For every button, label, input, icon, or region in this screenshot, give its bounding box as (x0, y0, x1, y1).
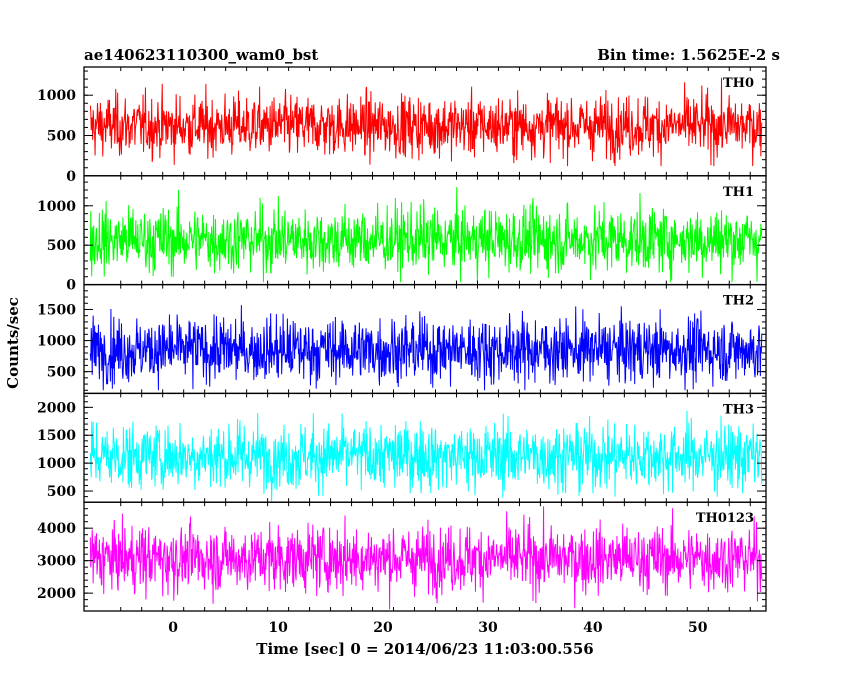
y-tick-label: 1000 (37, 334, 76, 350)
x-axis: 0 10 20 30 40 50 (168, 620, 707, 636)
series-line-th2 (89, 305, 763, 391)
panel-th1: 0 500 1000 TH1 (37, 175, 767, 294)
y-tick-label: 4000 (37, 521, 76, 537)
y-tick-label: 500 (47, 238, 76, 254)
panel-th3: 500 1000 1500 2000 TH3 (37, 392, 767, 503)
bin-time-label: Bin time: 1.5625E-2 s (597, 46, 780, 64)
y-tick-label: 500 (47, 129, 76, 145)
x-tick-label: 30 (478, 620, 498, 636)
panel-th0: 0 500 1000 TH0 (37, 66, 767, 185)
series-line-th3 (89, 410, 763, 502)
x-axis-label: Time [sec] 0 = 2014/06/23 11:03:00.556 (256, 640, 593, 658)
x-tick-label: 20 (373, 620, 393, 636)
x-tick-label: 0 (168, 620, 178, 636)
y-tick-label: 1500 (37, 302, 76, 318)
y-tick-label: 1500 (37, 428, 76, 444)
x-tick-label: 10 (268, 620, 288, 636)
panels-group: 0 500 1000 TH0 0 500 1000 TH1 500 1000 1500 TH2 500 1… (37, 66, 767, 612)
series-line-th0123 (89, 506, 763, 610)
panel-label-th1: TH1 (723, 185, 754, 200)
panel-th2: 500 1000 1500 TH2 (37, 283, 767, 395)
panel-label-th0123: TH0123 (696, 511, 754, 526)
y-tick-label: 1000 (37, 199, 76, 215)
y-tick-label: 2000 (37, 586, 76, 602)
x-tick-label: 50 (688, 620, 708, 636)
y-tick-label: 0 (66, 278, 76, 294)
y-tick-label: 3000 (37, 554, 76, 570)
series-line-th0 (89, 77, 763, 167)
panel-frame (83, 501, 767, 612)
y-tick-label: 2000 (37, 400, 76, 416)
chart-title: ae140623110300_wam0_bst (84, 46, 318, 64)
y-tick-label: 0 (66, 169, 76, 185)
y-tick-label: 500 (47, 484, 76, 500)
panel-th0123: 2000 3000 4000 TH0123 (37, 501, 767, 612)
panel-label-th0: TH0 (723, 76, 754, 91)
x-tick-label: 40 (583, 620, 603, 636)
y-tick-label: 1000 (37, 88, 76, 104)
panel-label-th2: TH2 (723, 294, 754, 309)
y-tick-label: 500 (47, 365, 76, 381)
series-line-th1 (89, 187, 763, 283)
y-tick-label: 1000 (37, 456, 76, 472)
panel-label-th3: TH3 (723, 402, 754, 417)
y-axis-label: Counts/sec (4, 297, 22, 389)
